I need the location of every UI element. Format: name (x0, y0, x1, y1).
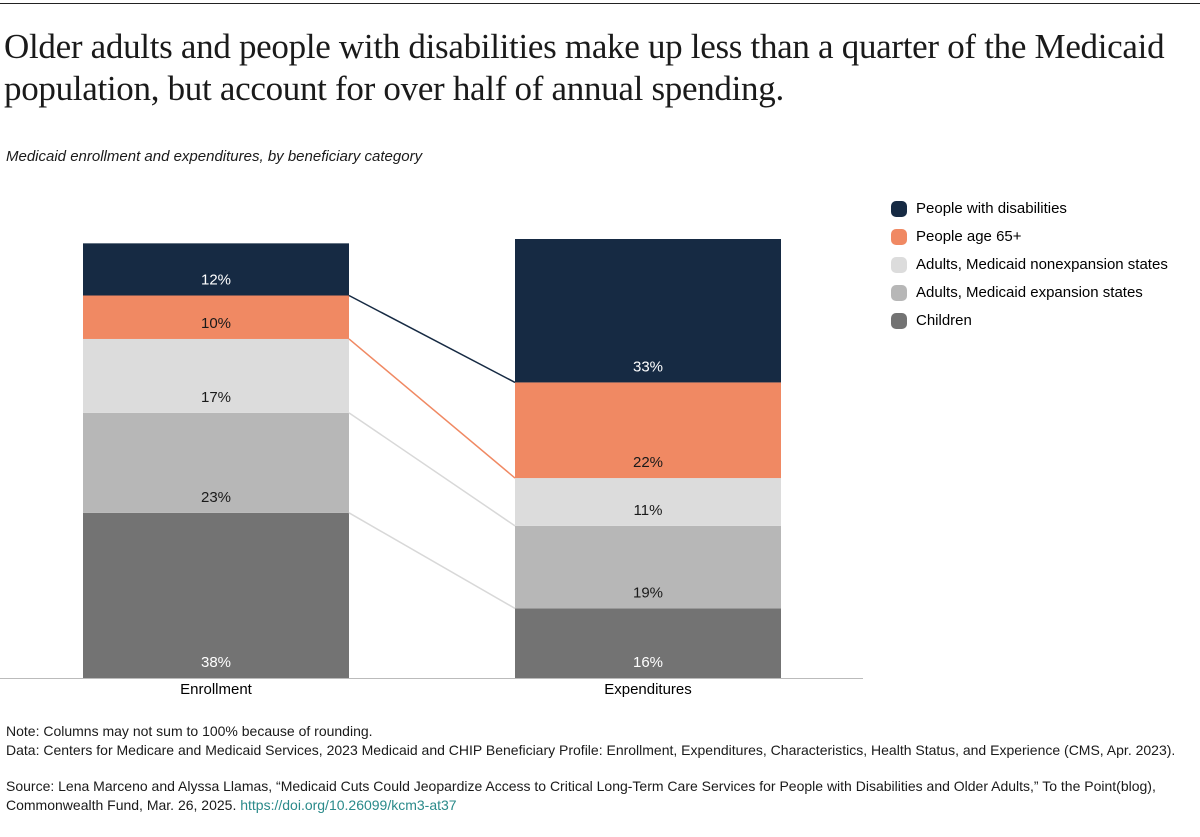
bar-segment (83, 512, 349, 678)
legend-label: Children (916, 312, 972, 329)
source-text: Source: Lena Marceno and Alyssa Llamas, … (6, 778, 1156, 813)
x-tick-label: Enrollment (180, 681, 253, 698)
connector (348, 412, 516, 527)
bar-segment (515, 382, 781, 479)
bar-segment (515, 478, 781, 526)
value-label: 33% (633, 358, 663, 375)
connector (348, 338, 516, 479)
legend-label: Adults, Medicaid expansion states (916, 284, 1143, 301)
value-label: 17% (201, 389, 231, 406)
value-label: 10% (201, 315, 231, 332)
chart-subtitle: Medicaid enrollment and expenditures, by… (6, 148, 423, 165)
legend-swatch (891, 229, 907, 245)
legend-label: People with disabilities (916, 200, 1067, 217)
bar-segment (515, 239, 781, 383)
bar-segment (83, 295, 349, 339)
top-rule (0, 3, 1200, 4)
value-label: 12% (201, 271, 231, 288)
x-tick-label: Expenditures (604, 681, 692, 698)
value-label: 23% (201, 489, 231, 506)
bar-segment (515, 608, 781, 678)
source: Source: Lena Marceno and Alyssa Llamas, … (6, 777, 1191, 814)
legend-swatch (891, 201, 907, 217)
value-label: 22% (633, 454, 663, 471)
connector (348, 294, 516, 384)
chart-title: Older adults and people with disabilitie… (4, 27, 1165, 108)
value-label: 16% (633, 654, 663, 671)
value-label: 11% (634, 502, 663, 519)
legend-swatch (891, 257, 907, 273)
notes: Note: Columns may not sum to 100% becaus… (6, 722, 1191, 814)
legend-swatch (891, 313, 907, 329)
value-label: 38% (201, 654, 231, 671)
data-source: Data: Centers for Medicare and Medicaid … (6, 741, 1176, 758)
legend-swatch (891, 285, 907, 301)
legend-label: People age 65+ (916, 228, 1022, 245)
bar-segment (83, 412, 349, 513)
bar-segment (83, 338, 349, 413)
doi-link[interactable]: https://doi.org/10.26099/kcm3-at37 (240, 796, 457, 813)
legend-label: Adults, Medicaid nonexpansion states (916, 256, 1168, 273)
connector (348, 512, 516, 610)
note: Note: Columns may not sum to 100% becaus… (6, 723, 373, 739)
bar-segment (83, 243, 349, 296)
value-label: 19% (633, 584, 663, 601)
bar-segment (515, 525, 781, 609)
